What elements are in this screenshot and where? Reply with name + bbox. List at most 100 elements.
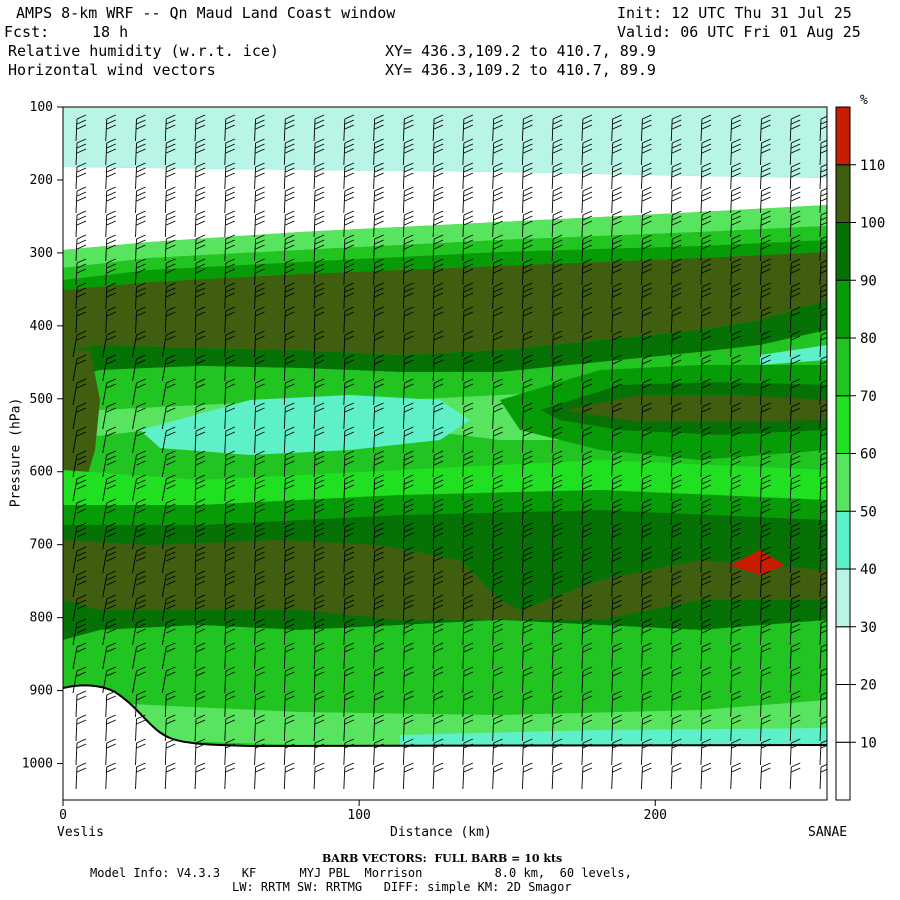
wind-barb — [640, 546, 652, 574]
wind-barb — [254, 546, 265, 574]
wind-barb — [194, 474, 206, 502]
wind-barb — [224, 522, 235, 550]
wind-barb — [640, 570, 652, 598]
wind-barb — [492, 330, 503, 358]
wind-barb — [224, 738, 235, 766]
rh-band-transition-3 — [63, 240, 827, 290]
wind-barb — [551, 738, 563, 766]
wind-barb — [432, 258, 444, 286]
wind-barb — [730, 354, 741, 382]
wind-barb — [581, 426, 593, 454]
wind-barb — [670, 426, 682, 454]
wind-barb — [611, 762, 622, 790]
wind-barb — [611, 234, 622, 262]
wind-barb — [75, 282, 87, 310]
wind-barb — [135, 714, 146, 742]
wind-barb — [462, 570, 474, 598]
wind-barb — [102, 426, 116, 454]
colorbar-box — [835, 164, 851, 223]
wind-barb — [700, 114, 712, 142]
wind-barb — [75, 114, 87, 142]
wind-barb — [194, 714, 206, 742]
wind-barb — [283, 162, 295, 190]
wind-barb — [224, 258, 235, 286]
wind-barb — [102, 546, 116, 574]
wind-barb — [72, 450, 87, 478]
wind-barb — [343, 642, 355, 670]
wind-barb — [283, 666, 295, 694]
wind-barb — [581, 378, 593, 406]
wind-barb — [72, 546, 87, 574]
colorbar-label: 20 — [860, 678, 877, 694]
wind-barb — [102, 522, 116, 550]
wind-barb — [700, 138, 712, 166]
wind-barb — [521, 498, 533, 526]
wind-barb — [343, 210, 355, 238]
wind-barb — [343, 330, 355, 358]
wind-barb — [373, 474, 384, 502]
wind-barb — [640, 714, 652, 742]
wind-barb — [313, 258, 325, 286]
wind-barb — [254, 666, 265, 694]
wind-barb — [283, 258, 295, 286]
wind-barb — [670, 354, 682, 382]
wind-barb — [700, 378, 712, 406]
wind-barb — [105, 210, 116, 238]
wind-barb — [611, 354, 622, 382]
wind-barb — [432, 114, 444, 142]
wind-barb — [611, 594, 622, 622]
wind-barb — [670, 618, 682, 646]
wind-barb — [640, 138, 652, 166]
wind-barb — [521, 426, 533, 454]
wind-barb — [432, 354, 444, 382]
wind-barb — [611, 570, 622, 598]
wind-barb — [402, 666, 414, 694]
wind-barb — [432, 642, 444, 670]
wind-barb — [521, 234, 533, 262]
wind-barb — [432, 450, 444, 478]
wind-barb — [164, 762, 176, 790]
colorbar-label: 80 — [860, 331, 877, 347]
wind-barb — [313, 618, 325, 646]
wind-barb — [521, 282, 533, 310]
wind-barb — [551, 762, 563, 790]
wind-barb — [283, 402, 295, 430]
wind-barb — [72, 594, 87, 622]
wind-barb — [551, 474, 563, 502]
wind-barb — [551, 114, 563, 142]
wind-barb — [105, 690, 116, 718]
wind-barb — [432, 306, 444, 334]
wind-barb — [132, 330, 146, 358]
wind-barb — [283, 426, 295, 454]
wind-barb — [521, 450, 533, 478]
wind-barb — [102, 354, 116, 382]
wind-barb — [670, 402, 682, 430]
wind-barb — [313, 186, 325, 214]
wind-barb — [611, 186, 622, 214]
colorbar-box — [835, 279, 851, 339]
wind-barb — [313, 594, 325, 622]
wind-barb — [492, 738, 503, 766]
colorbar-box — [835, 510, 851, 570]
wind-barb — [670, 666, 682, 694]
wind-barb — [462, 690, 474, 718]
wind-barb — [402, 738, 414, 766]
wind-barb — [402, 138, 414, 166]
colorbar-label: 10 — [860, 735, 877, 751]
wind-barb — [254, 138, 265, 166]
wind-barb — [462, 162, 474, 190]
wind-barb — [313, 114, 325, 142]
wind-barb — [313, 642, 325, 670]
wind-barb — [72, 642, 87, 670]
wind-barb — [640, 522, 652, 550]
wind-barb — [254, 162, 265, 190]
wind-barb — [640, 258, 652, 286]
wind-barb — [283, 714, 295, 742]
wind-barb — [161, 642, 176, 670]
wind-barb — [462, 546, 474, 574]
wind-barb — [700, 618, 712, 646]
wind-barb — [640, 690, 652, 718]
wind-barb — [492, 162, 503, 190]
wind-barb — [283, 690, 295, 718]
wind-barb — [700, 186, 712, 214]
